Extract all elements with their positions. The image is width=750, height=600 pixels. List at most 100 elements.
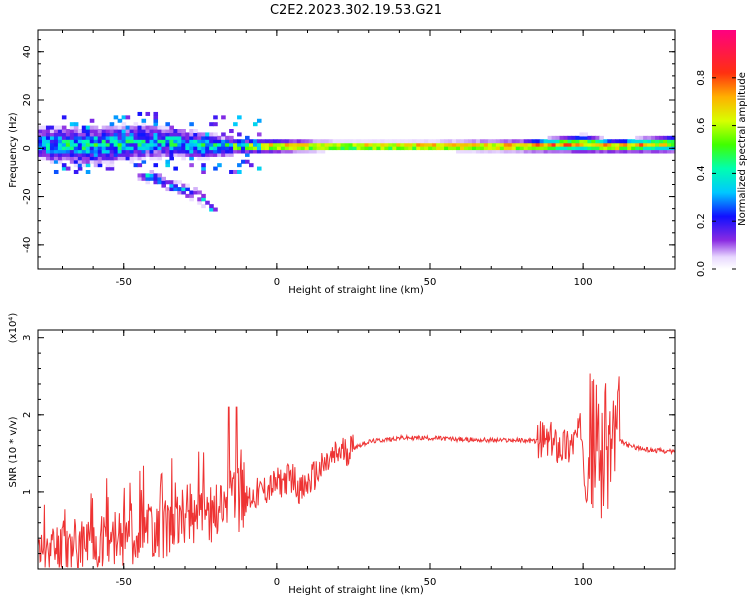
heatmap-cell bbox=[356, 146, 362, 151]
heatmap-cell bbox=[444, 139, 449, 144]
heatmap-cell bbox=[77, 149, 83, 154]
heatmap-cell bbox=[643, 135, 648, 140]
heatmap-cell bbox=[49, 152, 55, 157]
heatmap-cell bbox=[149, 152, 155, 157]
heatmap-cell bbox=[631, 146, 636, 151]
heatmap-cell bbox=[647, 135, 652, 140]
heatmap-cell bbox=[647, 142, 652, 147]
heatmap-cell bbox=[153, 163, 159, 168]
heatmap-cell bbox=[372, 139, 378, 144]
heatmap-cell bbox=[197, 197, 202, 202]
heatmap-cell bbox=[252, 122, 258, 127]
heatmap-cell bbox=[456, 149, 461, 154]
heatmap-cell bbox=[193, 135, 198, 140]
heatmap-cell bbox=[117, 146, 123, 151]
heatmap-cell bbox=[559, 135, 565, 140]
heatmap-cell bbox=[101, 142, 107, 147]
heatmap-cell bbox=[49, 132, 55, 137]
heatmap-cell bbox=[671, 139, 676, 144]
heatmap-cell bbox=[185, 132, 190, 137]
heatmap-cell bbox=[280, 142, 286, 147]
heatmap-cell bbox=[651, 146, 656, 151]
heatmap-cell bbox=[121, 115, 127, 120]
heatmap-cell bbox=[165, 132, 170, 137]
heatmap-cell bbox=[575, 139, 581, 144]
heatmap-cell bbox=[201, 169, 206, 174]
heatmap-cell bbox=[133, 122, 139, 127]
heatmap-cell bbox=[543, 142, 549, 147]
heatmap-cell bbox=[149, 156, 155, 161]
heatmap-cell bbox=[45, 132, 51, 137]
heatmap-cell bbox=[137, 163, 143, 168]
heatmap-cell bbox=[583, 146, 589, 151]
heatmap-cell bbox=[185, 135, 190, 140]
heatmap-cell bbox=[193, 129, 198, 134]
heatmap-cell bbox=[340, 146, 346, 151]
heatmap-cell bbox=[471, 139, 477, 144]
heatmap-cell bbox=[53, 135, 59, 140]
heatmap-cell bbox=[73, 135, 79, 140]
heatmap-cell bbox=[81, 152, 87, 157]
heatmap-cell bbox=[591, 146, 596, 151]
heatmap-cell bbox=[185, 146, 190, 151]
heatmap-cell bbox=[57, 156, 63, 161]
heatmap-cell bbox=[181, 132, 186, 137]
heatmap-cell bbox=[145, 139, 151, 144]
heatmap-cell bbox=[503, 142, 509, 147]
heatmap-cell bbox=[141, 132, 147, 137]
heatmap-cell bbox=[233, 139, 238, 144]
heatmap-cell bbox=[551, 139, 557, 144]
heatmap-cell bbox=[245, 142, 250, 147]
heatmap-cell bbox=[109, 142, 115, 147]
heatmap-cell bbox=[264, 142, 270, 147]
heatmap-cell bbox=[105, 142, 111, 147]
heatmap-cell bbox=[380, 142, 385, 147]
heatmap-cell bbox=[61, 142, 67, 147]
heatmap-cell bbox=[400, 139, 405, 144]
heatmap-cell bbox=[161, 183, 166, 188]
heatmap-cell bbox=[197, 156, 202, 161]
heatmap-cell bbox=[432, 146, 437, 151]
heatmap-cell bbox=[101, 159, 107, 164]
heatmap-cell bbox=[659, 139, 664, 144]
heatmap-cell bbox=[101, 149, 107, 154]
heatmap-cell bbox=[523, 149, 529, 154]
heatmap-cell bbox=[181, 139, 186, 144]
heatmap-cell bbox=[304, 149, 310, 154]
heatmap-cell bbox=[137, 139, 143, 144]
heatmap-cell bbox=[49, 149, 55, 154]
heatmap-cell bbox=[101, 139, 107, 144]
heatmap-cell bbox=[252, 139, 258, 144]
heatmap-cell bbox=[41, 149, 47, 154]
heatmap-cell bbox=[344, 146, 350, 151]
heatmap-cell bbox=[671, 142, 676, 147]
heatmap-cell bbox=[221, 152, 226, 157]
heatmap-cell bbox=[73, 129, 79, 134]
heatmap-cell bbox=[137, 125, 143, 130]
heatmap-cell bbox=[221, 139, 226, 144]
heatmap-cell bbox=[69, 129, 75, 134]
heatmap-cell bbox=[221, 115, 226, 120]
heatmap-cell bbox=[161, 180, 166, 185]
heatmap-cell bbox=[117, 149, 123, 154]
heatmap-cell bbox=[77, 156, 83, 161]
heatmap-cell bbox=[635, 135, 640, 140]
heatmap-cell bbox=[559, 142, 565, 147]
heatmap-cell bbox=[165, 125, 170, 130]
heatmap-cell bbox=[571, 139, 577, 144]
heatmap-cell bbox=[249, 139, 254, 144]
heatmap-cell bbox=[197, 152, 202, 157]
heatmap-cell bbox=[260, 139, 266, 144]
heatmap-cell bbox=[181, 142, 186, 147]
heatmap-cell bbox=[221, 146, 226, 151]
heatmap-cell bbox=[237, 146, 242, 151]
heatmap-cell bbox=[416, 142, 421, 147]
heatmap-cell bbox=[256, 166, 262, 171]
heatmap-cell bbox=[579, 142, 585, 147]
heatmap-cell bbox=[53, 139, 59, 144]
heatmap-cell bbox=[185, 183, 190, 188]
heatmap-cell bbox=[141, 142, 147, 147]
heatmap-cell bbox=[571, 142, 577, 147]
heatmap-cell bbox=[61, 135, 67, 140]
heatmap-cell bbox=[117, 125, 123, 130]
